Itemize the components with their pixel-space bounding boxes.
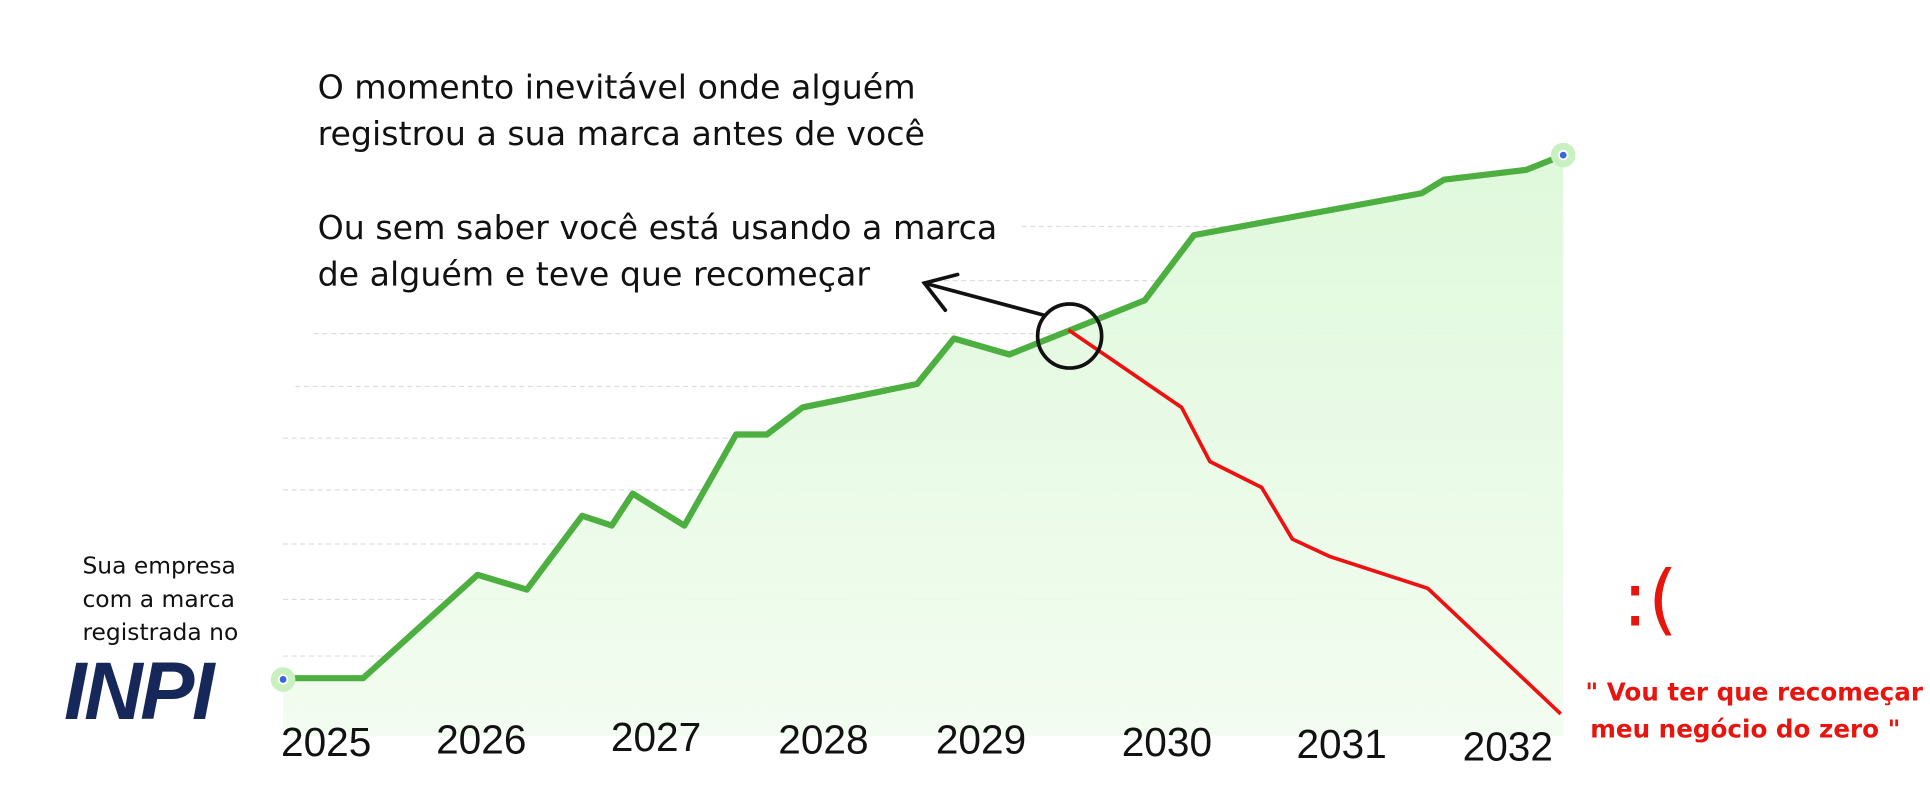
year-label: 2030 — [1122, 719, 1212, 765]
arrow — [921, 272, 1046, 317]
year-label: 2025 — [281, 719, 371, 765]
year-label: 2026 — [436, 716, 526, 762]
year-label: 2032 — [1463, 724, 1553, 770]
emoticon: :( — [1622, 554, 1677, 643]
growth-line — [283, 152, 1565, 682]
quote: meu negócio do zero " — [1590, 714, 1900, 743]
marker — [277, 674, 289, 685]
year-labels: 2025 2026 2027 2028 2029 2030 2031 2032 — [281, 714, 1553, 770]
highlight-circle — [1035, 302, 1104, 370]
year-label: 2027 — [611, 714, 701, 760]
annotation: O momento inevitável onde alguém — [318, 67, 916, 106]
area — [283, 155, 1564, 737]
company-label: com a marca — [82, 585, 234, 613]
annotation: Ou sem saber você está usando a marca — [318, 208, 998, 247]
annotation: de alguém e teve que recomeçar — [318, 255, 871, 294]
logo: INPI — [64, 646, 216, 737]
year-label: 2029 — [936, 716, 1026, 762]
year-label: 2031 — [1296, 721, 1386, 767]
marker — [1557, 149, 1569, 161]
year-label: 2028 — [778, 716, 868, 762]
company-label: Sua empresa — [82, 552, 235, 580]
decline-line — [1067, 328, 1563, 716]
company-label: registrada no — [82, 618, 238, 646]
annotation: registrou a sua marca antes de você — [318, 114, 925, 153]
quote: " Vou ter que recomeçar — [1585, 677, 1923, 706]
